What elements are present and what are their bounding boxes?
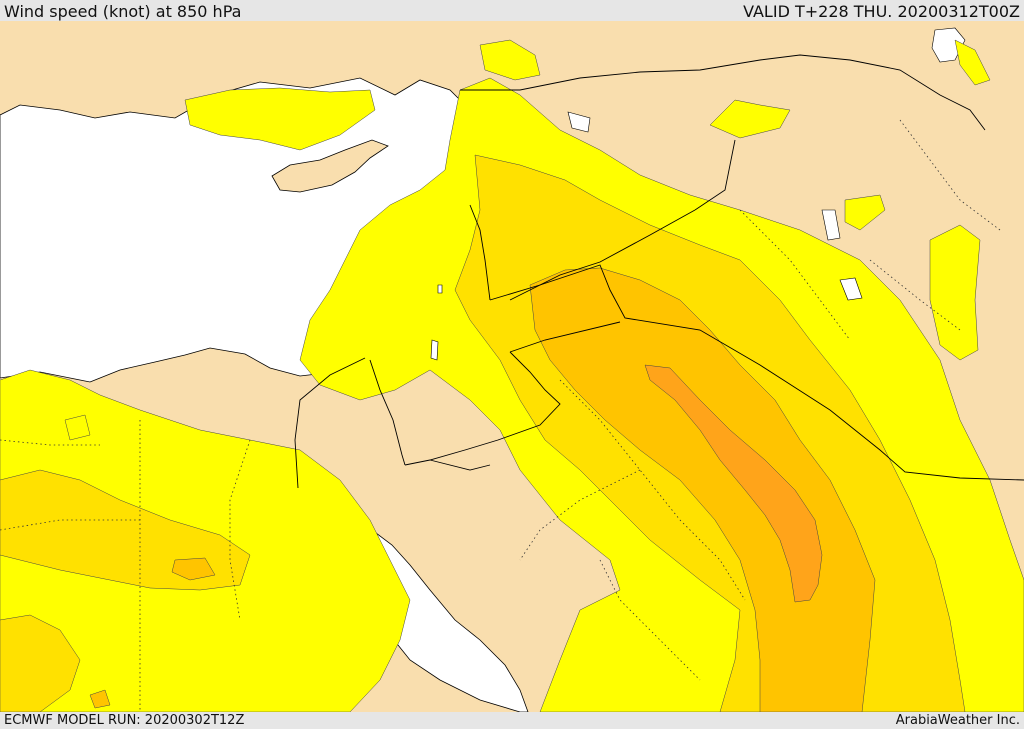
iraq-lake-2 xyxy=(821,209,841,241)
admin-boundaries xyxy=(0,119,1001,712)
model-run: ECMWF MODEL RUN: 20200302T12Z xyxy=(4,713,245,728)
title-bar xyxy=(0,0,1024,21)
iraq-lake xyxy=(839,277,863,301)
sea-of-galilee xyxy=(437,284,443,294)
valid-time: VALID T+228 THU. 20200312T00Z xyxy=(743,2,1020,21)
wind-band-3 xyxy=(89,267,876,712)
dead-sea xyxy=(430,339,439,361)
map-title: Wind speed (knot) at 850 hPa xyxy=(4,2,242,21)
lake-assad xyxy=(567,111,591,133)
lake-van xyxy=(931,27,966,63)
footer-bar xyxy=(0,712,1024,729)
wind-band-4 xyxy=(644,364,823,603)
political-boundaries xyxy=(294,54,1024,489)
credit: ArabiaWeather Inc. xyxy=(895,713,1020,728)
cyprus xyxy=(271,139,389,193)
wind-speed-map xyxy=(0,21,1024,712)
